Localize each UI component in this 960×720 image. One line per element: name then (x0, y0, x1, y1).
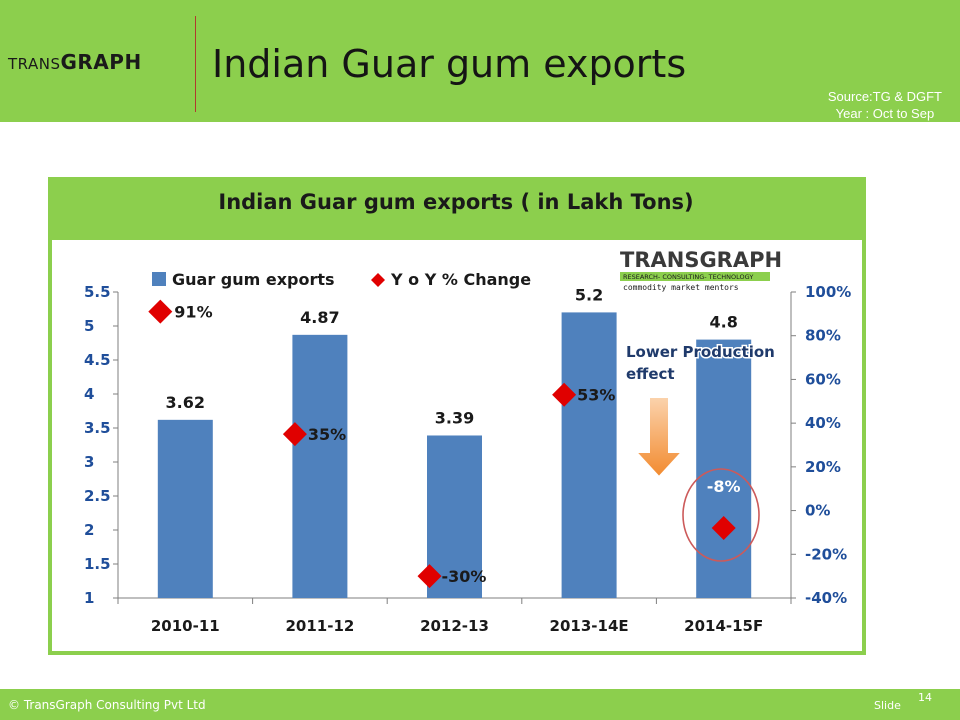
transgraph-logo: TRANSGRAPH (8, 50, 142, 74)
yoy-value-label: 53% (577, 386, 615, 405)
chart-image: Indian Guar gum exports ( in Lakh Tons) … (48, 177, 866, 655)
copyright-text: © TransGraph Consulting Pvt Ltd (8, 698, 206, 712)
y-left-tick-label: 1.5 (84, 555, 111, 573)
x-tick-label: 2013-14E (550, 617, 629, 635)
y-right-tick-label: -20% (805, 545, 847, 563)
header-divider (195, 16, 196, 112)
y-right-tick-label: 0% (805, 502, 830, 520)
y-left-tick-label: 5.5 (84, 283, 111, 301)
yoy-marker-2011-12 (282, 422, 307, 447)
chart-legend: Guar gum exports Y o Y % Change (152, 270, 531, 289)
yoy-marker-2013-14E (552, 382, 577, 407)
slide-footer: © TransGraph Consulting Pvt Ltd Slide 14 (0, 689, 960, 720)
legend-marker-label: Y o Y % Change (390, 270, 531, 289)
bar-value-label: 5.2 (575, 285, 603, 304)
yoy-value-label: 35% (308, 425, 346, 444)
source-note: Source:TG & DGFT Year : Oct to Sep (828, 88, 942, 122)
chart-logo-motto: commodity market mentors (623, 283, 739, 292)
y-right-tick-label: 40% (805, 414, 841, 432)
y-right-tick-label: 60% (805, 370, 841, 388)
yoy-marker-2010-11 (148, 299, 173, 324)
slide-title: Indian Guar gum exports (212, 42, 687, 86)
y-right-tick-label: 20% (805, 458, 841, 476)
guar-exports-chart: Indian Guar gum exports ( in Lakh Tons) … (48, 177, 866, 655)
bar-2013-14E (561, 312, 617, 598)
y-right-tick-label: 80% (805, 327, 841, 345)
slide-number: 14 (918, 691, 932, 704)
y-left-tick-label: 2 (84, 521, 94, 539)
annotation-line-2: effect (626, 365, 675, 383)
yoy-value-label: 91% (174, 303, 212, 322)
yoy-marker-2012-13 (417, 564, 442, 589)
bar-2010-11 (157, 419, 213, 598)
y-left-tick-label: 1 (84, 589, 94, 607)
logo-prefix: TRANS (8, 55, 61, 73)
y-right-tick-label: -40% (805, 589, 847, 607)
lower-production-annotation: Lower Production effect (625, 342, 776, 479)
bar-value-label: 4.87 (300, 308, 339, 327)
chart-logo: TRANSGRAPH RESEARCH- CONSULTING- TECHNOL… (620, 248, 782, 292)
highlight-ellipse (682, 468, 760, 562)
year-line: Year : Oct to Sep (835, 106, 935, 121)
legend-bar-label: Guar gum exports (172, 270, 335, 289)
y-left-tick-label: 4.5 (84, 351, 111, 369)
y-left-tick-label: 4 (84, 385, 94, 403)
bar-value-label: 3.39 (435, 408, 474, 427)
y-left-tick-label: 3.5 (84, 419, 111, 437)
legend-marker-swatch (371, 273, 385, 287)
chart-axes: 1 1.5 2 2.5 3 3.5 4 4.5 5 5.5 -40% -20% 0% 20% 40% 60% 8… (84, 283, 851, 635)
y-right-tick-label: 100% (805, 283, 851, 301)
bar-2011-12 (292, 334, 348, 598)
logo-main: GRAPH (60, 50, 142, 74)
chart-logo-text: TRANSGRAPH (620, 248, 782, 272)
slide-label: Slide (874, 699, 901, 712)
y-left-tick-label: 2.5 (84, 487, 111, 505)
yoy-marker-2014-15F (711, 516, 736, 541)
chart-title: Indian Guar gum exports ( in Lakh Tons) (218, 190, 693, 214)
x-tick-label: 2014-15F (684, 617, 763, 635)
annotation-line-1: Lower Production (626, 343, 775, 361)
chart-logo-tagline: RESEARCH- CONSULTING- TECHNOLOGY (623, 273, 753, 281)
x-tick-label: 2010-11 (151, 617, 220, 635)
x-tick-label: 2011-12 (285, 617, 354, 635)
source-line: Source:TG & DGFT (827, 89, 942, 104)
bar-value-label: 3.62 (166, 393, 205, 412)
bar-value-labels: 3.62 4.87 3.39 5.2 4.8 (166, 285, 738, 427)
y-left-tick-label: 5 (84, 317, 94, 335)
x-tick-label: 2012-13 (420, 617, 489, 635)
slide-header: TRANSGRAPH Indian Guar gum exports Sourc… (0, 0, 960, 122)
y-left-tick-label: 3 (84, 453, 94, 471)
yoy-value-label: -8% (707, 477, 741, 496)
yoy-value-label: -30% (442, 567, 487, 586)
down-arrow-icon (633, 396, 685, 479)
legend-bar-swatch (152, 272, 166, 286)
yoy-marker-series (148, 299, 736, 589)
chart-logo-strip (620, 272, 770, 281)
bar-value-label: 4.8 (710, 313, 738, 332)
yoy-value-labels: 91% 35% -30% 53% -8% (174, 303, 740, 586)
